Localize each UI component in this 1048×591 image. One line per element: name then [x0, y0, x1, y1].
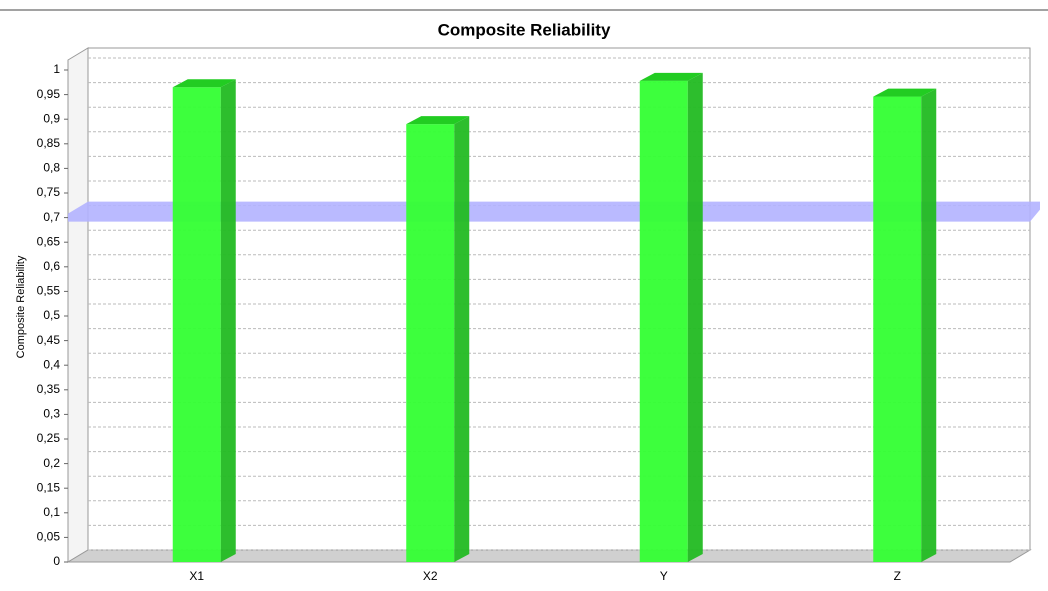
y-tick-label: 0,95 [37, 87, 61, 101]
bar [406, 116, 470, 563]
y-tick-label: 1 [53, 62, 60, 76]
y-tick-label: 0,9 [43, 111, 60, 125]
bar-side [220, 79, 236, 562]
bar-front [873, 96, 922, 563]
y-tick-label: 0,6 [43, 259, 60, 273]
threshold-line [68, 201, 1040, 222]
y-tick-label: 0,3 [43, 407, 60, 421]
bar [639, 72, 703, 562]
left-wall [67, 47, 89, 563]
bar-front [172, 87, 221, 562]
y-tick-label: 0,15 [37, 480, 61, 494]
bar-top [172, 79, 236, 88]
y-tick-label: 0 [53, 554, 60, 568]
y-tick-label: 0,85 [37, 136, 61, 150]
bar [873, 88, 937, 563]
y-tick-label: 0,7 [43, 210, 60, 224]
bar-side [921, 88, 937, 563]
y-axis-label: Composite Reliability [15, 255, 27, 358]
y-tick-label: 0,65 [37, 234, 61, 248]
x-tick-label: Y [660, 569, 668, 583]
y-tick-label: 0,1 [43, 505, 60, 519]
y-tick-label: 0,5 [43, 308, 60, 322]
bar-top [639, 72, 703, 81]
bar-top [406, 116, 470, 125]
y-tick-label: 0,25 [37, 431, 61, 445]
x-tick-label: X1 [189, 569, 204, 583]
y-tick-label: 0,35 [37, 382, 61, 396]
x-tick-label: Z [894, 569, 901, 583]
y-tick-label: 0,8 [43, 161, 60, 175]
x-tick-label: X2 [423, 569, 438, 583]
bar-side [687, 72, 703, 562]
bar [172, 79, 236, 562]
bar-front [639, 80, 688, 562]
y-tick-label: 0,45 [37, 333, 61, 347]
y-tick-label: 0,4 [43, 357, 60, 371]
y-tick-label: 0,05 [37, 530, 61, 544]
bar-side [454, 116, 470, 563]
bar-top [873, 88, 937, 97]
chart-title: Composite Reliability [438, 20, 611, 39]
bar-front [406, 124, 455, 563]
y-tick-label: 0,75 [37, 185, 61, 199]
y-tick-label: 0,55 [37, 284, 61, 298]
y-tick-label: 0,2 [43, 456, 60, 470]
